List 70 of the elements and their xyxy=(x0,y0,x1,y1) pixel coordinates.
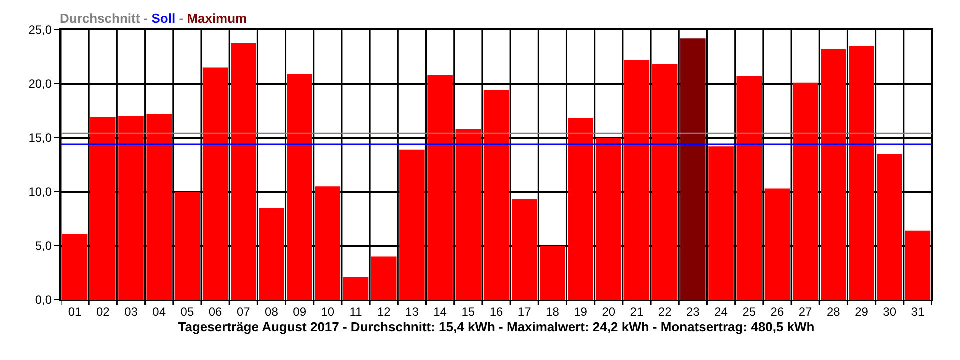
bar xyxy=(90,117,116,300)
x-tick-label: 15 xyxy=(462,304,476,319)
bar xyxy=(792,82,818,300)
x-tick-label: 11 xyxy=(350,304,363,319)
bar xyxy=(202,68,228,300)
x-tick-label: 21 xyxy=(630,304,644,319)
chart-title: Durchschnitt - Soll - Maximum xyxy=(60,11,248,26)
x-tick-label: 09 xyxy=(293,304,307,319)
x-tick-label: 01 xyxy=(68,304,82,319)
bar xyxy=(428,75,453,300)
x-tick-label: 24 xyxy=(714,304,728,319)
bar xyxy=(652,64,678,300)
y-tick-label: 20,0 xyxy=(28,77,52,92)
x-tick-label: 14 xyxy=(434,304,448,319)
x-tick-label: 13 xyxy=(406,304,420,319)
x-tick-label: 22 xyxy=(658,304,672,319)
bar xyxy=(287,74,312,300)
x-tick-label: 31 xyxy=(911,304,925,319)
y-tick-label: 10,0 xyxy=(28,185,52,200)
bar xyxy=(259,208,284,300)
x-tick-label: 08 xyxy=(265,304,279,319)
x-tick-label: 19 xyxy=(574,304,588,319)
bar xyxy=(764,188,790,300)
bar xyxy=(680,38,706,300)
bar xyxy=(540,246,566,300)
bar xyxy=(821,49,846,300)
bar xyxy=(849,46,874,300)
bar xyxy=(315,186,341,300)
bar xyxy=(400,150,425,300)
bar xyxy=(708,146,734,300)
bar xyxy=(905,230,931,300)
x-tick-label: 17 xyxy=(518,304,532,319)
x-tick-label: 25 xyxy=(742,304,756,319)
y-tick-label: 15,0 xyxy=(28,131,52,146)
x-tick-label: 23 xyxy=(686,304,700,319)
x-tick-label: 18 xyxy=(546,304,560,319)
x-tick-label: 28 xyxy=(826,304,841,319)
bar xyxy=(62,234,88,300)
x-tick-label: 12 xyxy=(377,304,392,319)
bar xyxy=(877,154,902,300)
bar xyxy=(174,192,200,300)
x-axis-title: Tageserträge August 2017 - Durchschnitt: 15,4 kWh - Maximalwert: 24,2 kWh - Monatsertrag: 480,5 kWh xyxy=(178,319,815,334)
y-tick-label: 25,0 xyxy=(28,23,52,38)
bar xyxy=(568,118,594,300)
x-tick-label: 10 xyxy=(321,304,335,319)
y-tick-label: 0,0 xyxy=(35,293,52,308)
bar xyxy=(512,200,538,300)
x-tick-label: 27 xyxy=(798,304,813,319)
y-tick-label: 5,0 xyxy=(35,239,52,254)
bar xyxy=(456,129,482,300)
bar xyxy=(371,256,397,300)
x-tick-label: 04 xyxy=(152,304,166,319)
x-tick-label: 07 xyxy=(236,304,251,319)
x-tick-label: 30 xyxy=(883,304,897,319)
x-tick-label: 26 xyxy=(770,304,784,319)
bar xyxy=(624,60,650,300)
x-tick-label: 20 xyxy=(602,304,616,319)
x-tick-label: 29 xyxy=(855,304,869,319)
x-tick-label: 05 xyxy=(180,304,194,319)
bar xyxy=(146,114,172,300)
bar xyxy=(596,138,622,300)
bar xyxy=(484,90,510,300)
bar xyxy=(736,76,762,300)
x-tick-label: 06 xyxy=(208,304,223,319)
x-tick-label: 02 xyxy=(96,304,110,319)
bar xyxy=(343,277,369,300)
x-tick-label: 03 xyxy=(124,304,138,319)
bar xyxy=(118,116,144,300)
x-tick-label: 16 xyxy=(490,304,504,319)
bar xyxy=(230,42,256,300)
